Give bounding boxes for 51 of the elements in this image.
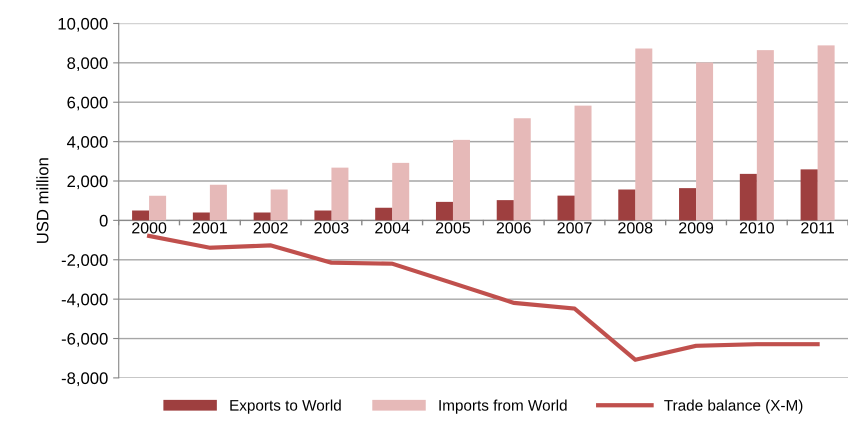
x-tick-label: 2004 (375, 222, 410, 234)
bar (254, 212, 271, 220)
bar (375, 208, 392, 220)
legend-label: Exports to World (230, 400, 341, 414)
bar (331, 168, 348, 220)
bar (618, 189, 636, 220)
x-tick-label: 2005 (436, 222, 470, 234)
legend-label: Trade balance (X-M) (664, 400, 802, 414)
bar (392, 162, 410, 220)
y-tick-label: 0 (100, 214, 108, 227)
x-tick-label: 2007 (558, 222, 592, 234)
x-tick-label: 2011 (801, 222, 834, 234)
x-tick-label: 2009 (679, 222, 714, 234)
bar (574, 106, 592, 220)
y-tick-label: -4,000 (62, 294, 108, 308)
bar (756, 50, 774, 220)
bar (740, 174, 757, 220)
x-tick-label: 2006 (496, 222, 531, 234)
y-tick-label: 2,000 (67, 175, 108, 190)
x-tick-label: 2002 (254, 222, 288, 234)
y-axis-title: USD million (36, 158, 48, 243)
bar (452, 140, 470, 220)
y-tick-label: -8,000 (62, 372, 108, 386)
bar (192, 212, 210, 220)
bar (800, 169, 818, 220)
bar (132, 210, 150, 220)
x-tick-label: 2010 (740, 222, 774, 234)
bar (270, 189, 288, 220)
y-tick-label: 8,000 (67, 57, 108, 72)
legend-label: Imports from World (439, 400, 567, 414)
bar (558, 196, 575, 220)
bar (818, 45, 835, 220)
x-tick-label: 2003 (314, 222, 348, 234)
y-tick-label: 6,000 (67, 96, 108, 110)
y-tick-label: -6,000 (62, 332, 108, 347)
bar (436, 202, 453, 220)
bar (496, 200, 514, 220)
y-tick-label: -2,000 (62, 254, 108, 268)
line-series (147, 234, 820, 362)
bar (149, 196, 166, 220)
bar (635, 48, 652, 220)
x-tick-label: 2000 (132, 222, 166, 234)
x-tick-label: 2008 (618, 222, 652, 234)
bar (696, 62, 714, 220)
y-tick-label: 4,000 (66, 136, 108, 150)
bar (514, 118, 531, 220)
bar (210, 184, 227, 220)
bar (314, 210, 332, 220)
bar (679, 188, 696, 220)
y-tick-label: 10,000 (58, 18, 108, 32)
x-tick-label: 2001 (192, 222, 227, 234)
